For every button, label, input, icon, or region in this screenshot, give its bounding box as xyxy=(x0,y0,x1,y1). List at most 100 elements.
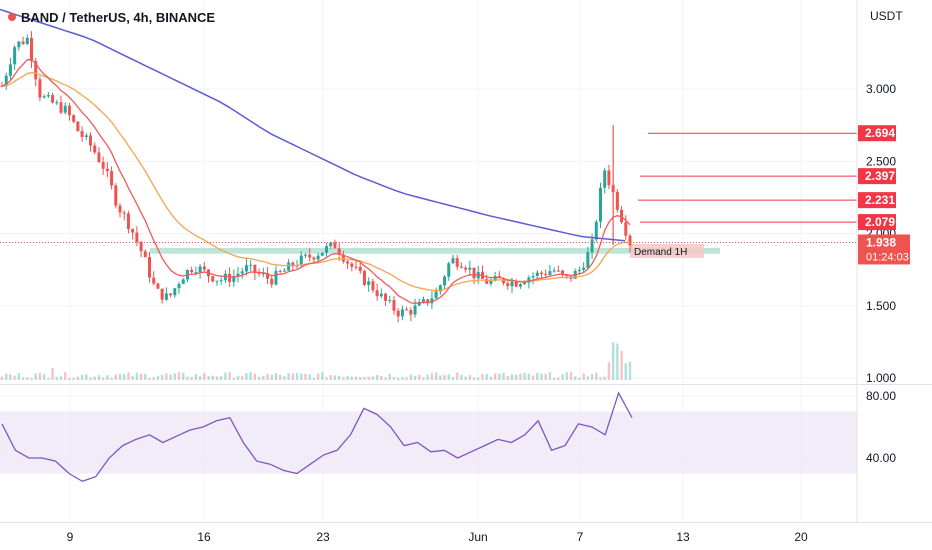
candle-body[interactable] xyxy=(561,270,565,275)
candle-body[interactable] xyxy=(527,277,531,283)
candle-body[interactable] xyxy=(89,135,93,146)
candle-body[interactable] xyxy=(156,283,160,289)
candle-body[interactable] xyxy=(118,205,122,213)
candle-body[interactable] xyxy=(21,41,25,45)
candle-body[interactable] xyxy=(253,264,257,274)
candle-body[interactable] xyxy=(392,300,396,311)
candle-body[interactable] xyxy=(582,267,586,270)
candle-body[interactable] xyxy=(320,252,324,256)
candle-body[interactable] xyxy=(223,273,227,281)
candle-body[interactable] xyxy=(333,242,337,249)
candle-body[interactable] xyxy=(459,266,463,268)
candle-body[interactable] xyxy=(228,273,232,282)
candle-body[interactable] xyxy=(455,258,459,267)
candle-body[interactable] xyxy=(548,271,552,275)
candle-body[interactable] xyxy=(341,254,345,262)
candle-body[interactable] xyxy=(0,86,4,88)
candle-body[interactable] xyxy=(346,261,350,264)
candle-body[interactable] xyxy=(409,310,413,315)
candle-body[interactable] xyxy=(274,270,278,285)
candle-body[interactable] xyxy=(211,276,215,282)
candle-body[interactable] xyxy=(126,213,130,230)
candle-body[interactable] xyxy=(577,269,581,271)
candle-body[interactable] xyxy=(76,121,80,132)
candle-body[interactable] xyxy=(17,41,21,48)
candle-body[interactable] xyxy=(552,270,556,272)
candle-body[interactable] xyxy=(628,235,632,246)
candle-body[interactable] xyxy=(105,168,109,172)
candle-body[interactable] xyxy=(181,279,185,285)
candle-body[interactable] xyxy=(379,293,383,297)
candle-body[interactable] xyxy=(72,115,76,122)
candle-body[interactable] xyxy=(236,273,240,277)
candle-body[interactable] xyxy=(607,170,611,186)
candle-body[interactable] xyxy=(30,37,34,62)
candle-body[interactable] xyxy=(598,187,602,222)
candle-body[interactable] xyxy=(42,96,46,98)
candle-body[interactable] xyxy=(438,285,442,292)
candle-body[interactable] xyxy=(282,270,286,272)
candle-body[interactable] xyxy=(434,291,438,299)
candle-body[interactable] xyxy=(337,248,341,255)
candle-body[interactable] xyxy=(624,222,628,236)
candle-body[interactable] xyxy=(426,299,430,304)
candle-body[interactable] xyxy=(400,309,404,317)
candle-body[interactable] xyxy=(202,266,206,270)
candle-body[interactable] xyxy=(447,263,451,277)
candle-body[interactable] xyxy=(34,61,38,80)
candle-body[interactable] xyxy=(514,281,518,287)
candle-body[interactable] xyxy=(143,251,147,258)
candle-body[interactable] xyxy=(396,310,400,317)
candle-body[interactable] xyxy=(421,299,425,302)
candle-body[interactable] xyxy=(46,95,50,97)
price-levels[interactable] xyxy=(638,132,857,223)
candle-body[interactable] xyxy=(603,170,607,188)
candle-body[interactable] xyxy=(489,280,493,284)
candle-body[interactable] xyxy=(371,281,375,291)
candle-body[interactable] xyxy=(535,272,539,277)
candle-body[interactable] xyxy=(114,185,118,206)
candle-body[interactable] xyxy=(122,212,126,214)
candle-body[interactable] xyxy=(131,229,135,233)
candle-body[interactable] xyxy=(430,298,434,304)
candle-body[interactable] xyxy=(303,254,307,256)
candle-body[interactable] xyxy=(523,282,527,285)
candle-body[interactable] xyxy=(164,293,168,300)
candle-body[interactable] xyxy=(539,272,543,274)
symbol-title[interactable]: BAND / TetherUS, 4h, BINANCE xyxy=(21,10,215,25)
candle-body[interactable] xyxy=(620,209,624,223)
candle-body[interactable] xyxy=(110,171,114,186)
candle-body[interactable] xyxy=(350,263,354,267)
candle-body[interactable] xyxy=(308,254,312,258)
candle-body[interactable] xyxy=(531,276,535,278)
candle-body[interactable] xyxy=(25,37,29,45)
candle-body[interactable] xyxy=(544,273,548,275)
candle-body[interactable] xyxy=(55,102,59,104)
candle-body[interactable] xyxy=(405,309,409,311)
candle-body[interactable] xyxy=(485,278,489,284)
candle-body[interactable] xyxy=(139,241,143,252)
candle-body[interactable] xyxy=(384,293,388,301)
candle-body[interactable] xyxy=(556,270,560,272)
rsi-axis-ticks[interactable]: 40.00 80.00 xyxy=(866,389,896,465)
candle-body[interactable] xyxy=(367,281,371,285)
candle-body[interactable] xyxy=(615,192,619,210)
candle-body[interactable] xyxy=(232,276,236,282)
candle-body[interactable] xyxy=(325,246,329,253)
candle-body[interactable] xyxy=(198,266,202,273)
candle-body[interactable] xyxy=(135,232,139,242)
candle-body[interactable] xyxy=(464,267,468,270)
candle-body[interactable] xyxy=(152,277,156,284)
candle-body[interactable] xyxy=(413,305,417,315)
candle-body[interactable] xyxy=(249,264,253,266)
candle-body[interactable] xyxy=(8,64,12,76)
candle-body[interactable] xyxy=(443,276,447,286)
candle-body[interactable] xyxy=(375,290,379,297)
candle-body[interactable] xyxy=(215,280,219,282)
candle-body[interactable] xyxy=(291,262,295,267)
candle-body[interactable] xyxy=(257,273,261,275)
candle-body[interactable] xyxy=(101,162,105,169)
candle-body[interactable] xyxy=(80,131,84,137)
candle-body[interactable] xyxy=(219,280,223,282)
